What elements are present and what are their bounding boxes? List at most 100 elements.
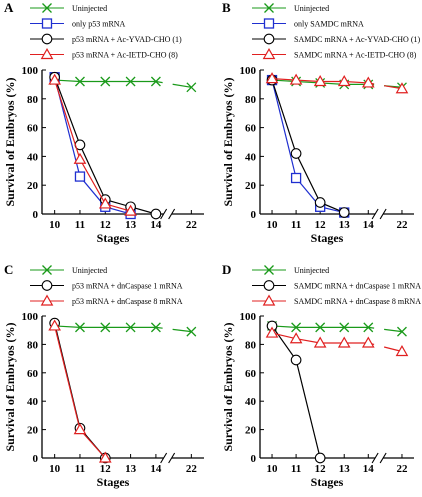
- legend-label: only p53 mRNA: [72, 20, 126, 29]
- series-line: [54, 322, 106, 459]
- data-point-x: [339, 322, 350, 333]
- y-tick-label: 40: [245, 151, 257, 163]
- data-point-x: [100, 76, 111, 87]
- data-point-triangle: [98, 451, 112, 463]
- legend-entry: SAMDC mRNA + dnCaspase 1 mRNA: [252, 280, 421, 291]
- legend-entry: Uninjected: [252, 3, 329, 13]
- legend-entry: p53 mRNA + Ac-IETD-CHO (8): [30, 47, 178, 60]
- series-0: [49, 75, 197, 93]
- series-1: [266, 74, 350, 218]
- data-point-circle: [290, 354, 302, 366]
- x-tick-label: 10: [49, 463, 61, 475]
- legend-entry: Uninjected: [252, 265, 329, 275]
- data-point-x: [186, 82, 197, 93]
- legend-x-marker: [42, 265, 52, 275]
- legend-entry: p53 mRNA + Ac-YVAD-CHO (1): [30, 33, 182, 45]
- data-point-x: [150, 322, 161, 333]
- panel-d: D Uninjected SAMDC mRNA + dnCaspase 1 mRNA…: [221, 262, 421, 489]
- y-tick-label: 20: [27, 425, 39, 437]
- x-tick-label: 12: [100, 219, 112, 231]
- y-tick-label: 80: [27, 94, 39, 106]
- legend-label: Uninjected: [72, 4, 107, 13]
- x-tick-label: 12: [315, 463, 327, 475]
- data-point-triangle: [73, 423, 87, 435]
- legend-entry: only p53 mRNA: [30, 18, 126, 29]
- data-point-x: [100, 322, 111, 333]
- legend-triangle-marker: [40, 294, 54, 306]
- y-tick-label: 80: [245, 94, 257, 106]
- legend-entry: Uninjected: [30, 3, 107, 13]
- series-0: [49, 320, 197, 337]
- legend-entry: p53 mRNA + dnCaspase 1 mRNA: [30, 280, 183, 291]
- legend-square-marker: [41, 18, 53, 29]
- x-tick-label: 11: [291, 463, 301, 475]
- series-line: [54, 325, 192, 333]
- data-point-triangle: [48, 73, 61, 85]
- x-tick-label: 13: [125, 463, 137, 475]
- x-tick-label: 10: [267, 463, 279, 475]
- data-point-circle: [290, 148, 302, 159]
- panel-b: B Uninjected only SAMDC mRNA SAMDC mRNA + A…: [221, 0, 420, 245]
- x-tick-label: 14: [150, 463, 162, 475]
- series-line: [54, 77, 131, 215]
- data-point-x: [363, 322, 374, 333]
- y-tick-label: 60: [27, 123, 39, 135]
- legend-label: Uninjected: [294, 266, 329, 275]
- series-line: [271, 325, 403, 333]
- legend-square-marker: [263, 18, 275, 29]
- legend-label: SAMDC mRNA + Ac-IETD-CHO (8): [294, 51, 417, 60]
- data-point-triangle: [337, 75, 351, 87]
- panel-letter: B: [222, 0, 231, 15]
- data-point-x: [291, 322, 302, 333]
- x-axis-title: Stages: [311, 475, 344, 489]
- x-tick-label: 14: [363, 219, 375, 231]
- data-point-square: [290, 172, 302, 184]
- series-3: [48, 73, 137, 216]
- legend-entry: SAMDC mRNA + Ac-IETD-CHO (8): [252, 47, 417, 60]
- series-2: [265, 326, 409, 357]
- x-tick-label: 22: [396, 463, 408, 475]
- panel-a: A Uninjected only p53 mRNA p53 mRNA + Ac-YV…: [3, 0, 204, 245]
- x-tick-label: 13: [339, 219, 351, 231]
- legend-label: p53 mRNA + dnCaspase 8 mRNA: [72, 297, 183, 306]
- legend-label: SAMDC mRNA + dnCaspase 1 mRNA: [294, 282, 421, 291]
- x-axis-title: Stages: [311, 231, 344, 245]
- x-tick-label: 22: [186, 463, 198, 475]
- legend-entry: only SAMDC mRNA: [252, 18, 364, 29]
- x-axis-break: [371, 452, 387, 464]
- x-tick-label: 22: [186, 219, 198, 231]
- series-1: [49, 317, 111, 464]
- data-point-circle: [150, 208, 162, 220]
- y-tick-label: 40: [27, 151, 39, 163]
- x-tick-label: 22: [396, 219, 408, 231]
- series-line: [54, 325, 106, 459]
- x-tick-label: 11: [75, 219, 85, 231]
- legend-label: p53 mRNA + Ac-YVAD-CHO (1): [72, 35, 182, 44]
- series-2: [49, 71, 162, 220]
- y-tick-label: 80: [27, 339, 39, 351]
- legend-entry: SAMDC mRNA + Ac-YVAD-CHO (1): [252, 33, 420, 45]
- legend-triangle-marker: [262, 47, 276, 60]
- series-0: [267, 320, 407, 337]
- y-tick-label: 20: [245, 425, 257, 437]
- data-point-triangle: [289, 73, 303, 85]
- legend-entry: p53 mRNA + dnCaspase 8 mRNA: [30, 294, 183, 306]
- y-tick-label: 100: [240, 65, 257, 77]
- y-tick-label: 20: [27, 180, 39, 192]
- legend-label: only SAMDC mRNA: [294, 20, 364, 29]
- data-point-triangle: [98, 197, 112, 209]
- data-point-x: [75, 76, 85, 87]
- data-point-triangle: [361, 336, 375, 348]
- legend-label: Uninjected: [72, 266, 107, 275]
- x-tick-label: 13: [339, 463, 351, 475]
- y-tick-label: 0: [33, 453, 39, 465]
- data-point-triangle: [265, 326, 279, 338]
- y-tick-label: 80: [245, 339, 257, 351]
- y-tick-label: 100: [22, 65, 39, 77]
- panel-letter: C: [4, 262, 13, 277]
- data-point-circle: [338, 207, 350, 218]
- x-tick-label: 11: [75, 463, 85, 475]
- series-1: [266, 320, 326, 464]
